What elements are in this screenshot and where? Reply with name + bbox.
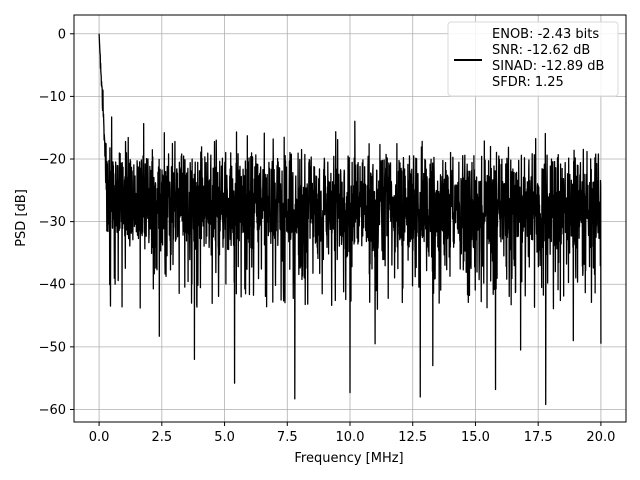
x-tick-label: 10.0 — [336, 430, 365, 445]
plot-area — [98, 33, 602, 406]
y-tick-labels: 0 −10 −20 −30 −40 −50 −60 — [39, 27, 66, 418]
legend-entry-line: SFDR: 1.25 — [492, 75, 564, 90]
x-tick-label: 15.0 — [461, 430, 490, 445]
x-tick-label: 2.5 — [151, 430, 172, 445]
x-tick-label: 5.0 — [214, 430, 235, 445]
x-tick-label: 12.5 — [398, 430, 427, 445]
y-tick-label: −60 — [39, 403, 66, 418]
y-tick-label: −10 — [39, 90, 66, 105]
x-tick-label: 7.5 — [277, 430, 298, 445]
tick-marks — [70, 33, 602, 426]
y-tick-label: −50 — [39, 340, 66, 355]
y-tick-label: −30 — [39, 215, 66, 230]
legend-entry-line: ENOB: -2.43 bits — [492, 27, 599, 42]
y-axis-title: PSD [dB] — [14, 189, 29, 247]
x-tick-labels: 0.0 2.5 5.0 7.5 10.0 12.5 15.0 17.5 20.0 — [89, 430, 616, 445]
legend-entry-line: SINAD: -12.89 dB — [492, 59, 604, 74]
legend-entry-line: SNR: -12.62 dB — [492, 43, 590, 58]
psd-series-line — [98, 33, 602, 406]
x-axis-title: Frequency [MHz] — [294, 451, 403, 466]
x-tick-label: 20.0 — [586, 430, 615, 445]
x-tick-label: 17.5 — [524, 430, 553, 445]
x-tick-label: 0.0 — [89, 430, 110, 445]
y-tick-label: −40 — [39, 278, 66, 293]
legend-box — [447, 21, 619, 97]
y-tick-label: −20 — [39, 153, 66, 168]
y-tick-label: 0 — [58, 27, 66, 42]
